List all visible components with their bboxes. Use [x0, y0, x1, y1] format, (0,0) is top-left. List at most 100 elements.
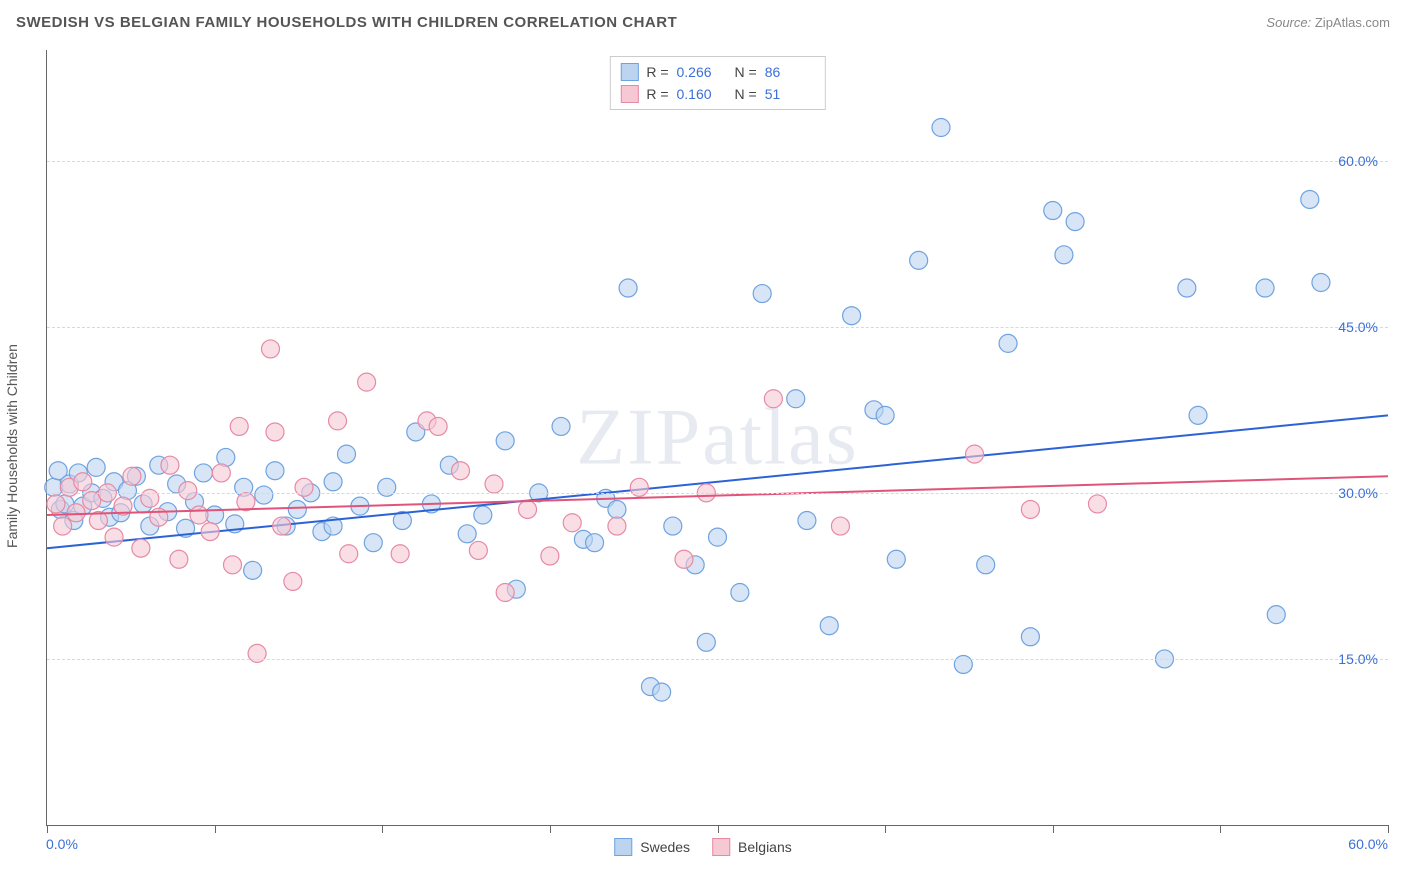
data-point [999, 334, 1017, 352]
chart-title: SWEDISH VS BELGIAN FAMILY HOUSEHOLDS WIT… [16, 14, 677, 31]
gridline [47, 327, 1388, 328]
data-point [619, 279, 637, 297]
gridline [47, 493, 1388, 494]
legend-item-swedes: Swedes [614, 838, 690, 856]
y-axis-title: Family Households with Children [4, 344, 20, 548]
data-point [664, 517, 682, 535]
x-tick [1220, 825, 1221, 833]
data-point [910, 251, 928, 269]
data-point [1066, 213, 1084, 231]
gridline [47, 161, 1388, 162]
r-label: R = [646, 64, 668, 80]
data-point [288, 500, 306, 518]
data-point [132, 539, 150, 557]
data-point [255, 486, 273, 504]
data-point [230, 417, 248, 435]
r-value-belgians: 0.160 [677, 86, 727, 102]
data-point [87, 458, 105, 476]
data-point [887, 550, 905, 568]
data-point [977, 556, 995, 574]
data-point [731, 584, 749, 602]
legend-stats: R = 0.266 N = 86 R = 0.160 N = 51 [609, 56, 825, 110]
data-point [876, 406, 894, 424]
r-label: R = [646, 86, 668, 102]
data-point [1267, 606, 1285, 624]
data-point [340, 545, 358, 563]
data-point [179, 482, 197, 500]
data-point [201, 523, 219, 541]
data-point [496, 432, 514, 450]
data-point [1044, 202, 1062, 220]
n-value-belgians: 51 [765, 86, 815, 102]
swatch-swedes [614, 838, 632, 856]
x-tick [47, 825, 48, 833]
data-point [170, 550, 188, 568]
legend-label-swedes: Swedes [640, 839, 690, 855]
data-point [541, 547, 559, 565]
data-point [1301, 190, 1319, 208]
data-point [224, 556, 242, 574]
data-point [966, 445, 984, 463]
data-point [1021, 500, 1039, 518]
data-point [194, 464, 212, 482]
data-point [237, 493, 255, 511]
x-axis-max-label: 60.0% [1348, 836, 1388, 852]
x-tick [215, 825, 216, 833]
legend-label-belgians: Belgians [738, 839, 792, 855]
data-point [358, 373, 376, 391]
legend-series: Swedes Belgians [614, 838, 792, 856]
data-point [787, 390, 805, 408]
data-point [67, 504, 85, 522]
data-point [262, 340, 280, 358]
gridline [47, 659, 1388, 660]
data-point [469, 541, 487, 559]
data-point [284, 572, 302, 590]
data-point [563, 514, 581, 532]
data-point [54, 517, 72, 535]
plot-area: ZIPatlas R = 0.266 N = 86 R = 0.160 N = … [46, 50, 1388, 826]
data-point [105, 528, 123, 546]
data-point [47, 495, 65, 513]
data-point [798, 512, 816, 530]
data-point [709, 528, 727, 546]
data-point [753, 285, 771, 303]
n-label: N = [735, 64, 757, 80]
data-point [273, 517, 291, 535]
x-tick [885, 825, 886, 833]
data-point [244, 561, 262, 579]
data-point [329, 412, 347, 430]
data-point [451, 462, 469, 480]
data-point [266, 423, 284, 441]
y-tick-label: 45.0% [1338, 319, 1378, 335]
data-point [608, 517, 626, 535]
legend-stats-row-belgians: R = 0.160 N = 51 [620, 83, 814, 105]
y-tick-label: 60.0% [1338, 153, 1378, 169]
data-point [212, 464, 230, 482]
data-point [74, 473, 92, 491]
data-point [697, 633, 715, 651]
y-tick-label: 30.0% [1338, 485, 1378, 501]
data-point [831, 517, 849, 535]
data-point [608, 500, 626, 518]
legend-stats-row-swedes: R = 0.266 N = 86 [620, 61, 814, 83]
data-point [485, 475, 503, 493]
legend-item-belgians: Belgians [712, 838, 792, 856]
data-point [429, 417, 447, 435]
data-point [675, 550, 693, 568]
r-value-swedes: 0.266 [677, 64, 727, 80]
data-point [764, 390, 782, 408]
data-point [337, 445, 355, 463]
data-point [458, 525, 476, 543]
source-attribution: Source: ZipAtlas.com [1266, 15, 1390, 30]
x-axis-min-label: 0.0% [46, 836, 78, 852]
data-point [190, 506, 208, 524]
data-point [820, 617, 838, 635]
x-tick [1388, 825, 1389, 833]
data-point [843, 307, 861, 325]
x-tick [1053, 825, 1054, 833]
data-point [653, 683, 671, 701]
data-point [364, 534, 382, 552]
data-point [324, 473, 342, 491]
swatch-belgians [712, 838, 730, 856]
n-value-swedes: 86 [765, 64, 815, 80]
